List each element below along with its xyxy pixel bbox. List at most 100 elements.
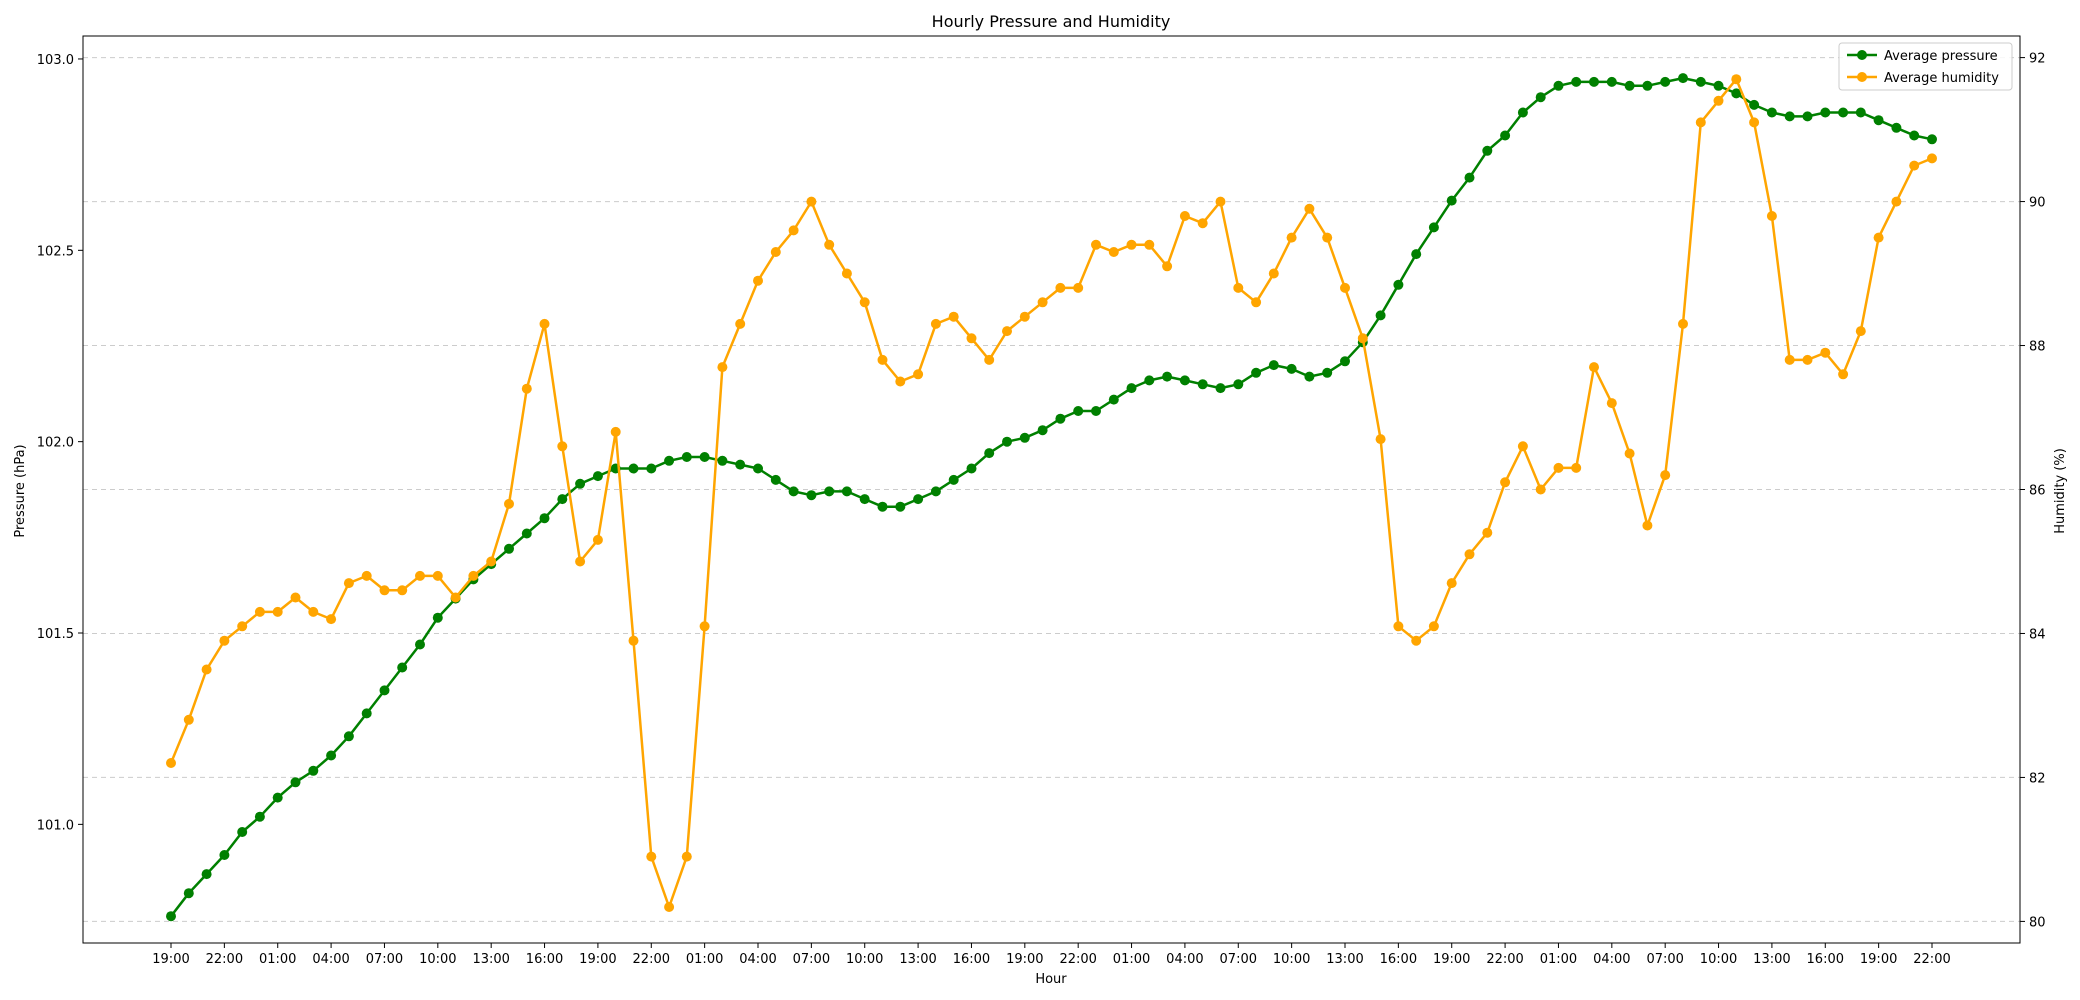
x-tick-label: 16:00 bbox=[526, 952, 563, 967]
data-point bbox=[1891, 122, 1902, 133]
data-point bbox=[1055, 282, 1066, 293]
data-point bbox=[735, 459, 746, 470]
data-point bbox=[895, 376, 906, 387]
x-tick-label: 01:00 bbox=[686, 952, 723, 967]
x-tick-label: 13:00 bbox=[1753, 952, 1790, 967]
data-point bbox=[877, 354, 888, 365]
data-point bbox=[1251, 297, 1262, 308]
data-point bbox=[432, 612, 443, 623]
y-tick-label: 103.0 bbox=[37, 53, 74, 68]
data-point bbox=[468, 570, 479, 581]
data-point bbox=[877, 501, 888, 512]
data-point bbox=[201, 664, 212, 675]
data-point bbox=[1233, 379, 1244, 390]
data-point bbox=[1500, 130, 1511, 141]
data-point bbox=[1873, 232, 1884, 243]
data-point bbox=[272, 792, 283, 803]
data-point bbox=[1411, 635, 1422, 646]
x-tick-label: 10:00 bbox=[1273, 952, 1310, 967]
data-point bbox=[1713, 95, 1724, 106]
data-point bbox=[1304, 203, 1315, 214]
legend-marker-humidity bbox=[1857, 72, 1867, 82]
data-point bbox=[1606, 398, 1617, 409]
data-point bbox=[1766, 107, 1777, 118]
x-tick-label: 19:00 bbox=[579, 952, 616, 967]
x-tick-label: 19:00 bbox=[1860, 952, 1897, 967]
series-pressure bbox=[166, 73, 1937, 922]
data-point bbox=[1802, 354, 1813, 365]
x-tick-label: 04:00 bbox=[312, 952, 349, 967]
y-tick-label: 101.5 bbox=[37, 627, 74, 642]
x-tick-label: 22:00 bbox=[1059, 952, 1096, 967]
data-point bbox=[1357, 333, 1368, 344]
x-tick-label: 22:00 bbox=[1913, 952, 1950, 967]
data-point bbox=[1624, 80, 1635, 91]
data-point bbox=[1642, 520, 1653, 531]
data-point bbox=[1517, 107, 1528, 118]
data-point bbox=[575, 556, 586, 567]
data-point bbox=[1553, 462, 1564, 473]
data-point bbox=[646, 851, 657, 862]
data-point bbox=[201, 869, 212, 880]
data-point bbox=[788, 225, 799, 236]
x-tick-label: 04:00 bbox=[1166, 952, 1203, 967]
data-point bbox=[379, 685, 390, 696]
data-point bbox=[1464, 549, 1475, 560]
data-point bbox=[753, 275, 763, 286]
data-point bbox=[1322, 232, 1333, 243]
data-point bbox=[1855, 326, 1866, 337]
data-point bbox=[539, 318, 550, 329]
data-point bbox=[237, 827, 248, 837]
data-point bbox=[628, 463, 639, 474]
x-tick-label: 07:00 bbox=[1646, 952, 1683, 967]
data-point bbox=[806, 490, 817, 501]
chart-title: Hourly Pressure and Humidity bbox=[932, 12, 1171, 31]
data-point bbox=[1660, 470, 1671, 481]
data-point bbox=[1286, 232, 1297, 243]
data-point bbox=[1820, 107, 1831, 118]
data-point bbox=[753, 463, 763, 474]
data-point bbox=[1340, 282, 1350, 293]
x-tick-label: 10:00 bbox=[1700, 952, 1737, 967]
x-tick-label: 16:00 bbox=[1807, 952, 1844, 967]
x-tick-label: 07:00 bbox=[1220, 952, 1257, 967]
data-point bbox=[859, 494, 870, 505]
data-point bbox=[183, 888, 194, 899]
data-point bbox=[415, 570, 425, 581]
data-point bbox=[1019, 311, 1030, 322]
x-axis-title: Hour bbox=[1035, 972, 1067, 987]
x-tick-label: 13:00 bbox=[899, 952, 936, 967]
data-point bbox=[1927, 134, 1937, 145]
data-point bbox=[1108, 394, 1119, 405]
data-point bbox=[219, 635, 230, 646]
data-point bbox=[1073, 282, 1084, 293]
data-point bbox=[1322, 367, 1333, 378]
data-point bbox=[1428, 222, 1439, 233]
data-point bbox=[699, 452, 710, 462]
data-point bbox=[326, 750, 337, 761]
data-point bbox=[1589, 362, 1599, 373]
data-point bbox=[254, 606, 265, 617]
data-point bbox=[1749, 117, 1760, 128]
data-point bbox=[966, 463, 977, 474]
data-point bbox=[841, 486, 852, 497]
data-point bbox=[1091, 239, 1101, 250]
data-point bbox=[1784, 354, 1795, 365]
data-point bbox=[1197, 218, 1208, 229]
data-point bbox=[219, 850, 230, 860]
data-point bbox=[930, 486, 941, 497]
data-point bbox=[1802, 111, 1813, 122]
data-point bbox=[1179, 375, 1190, 386]
x-tick-label: 19:00 bbox=[152, 952, 189, 967]
data-point bbox=[1482, 145, 1493, 156]
data-point bbox=[504, 543, 514, 554]
data-point bbox=[326, 614, 337, 625]
x-tick-label: 07:00 bbox=[793, 952, 830, 967]
data-point bbox=[1002, 436, 1012, 447]
data-point bbox=[610, 426, 621, 437]
x-tick-label: 01:00 bbox=[1113, 952, 1150, 967]
data-point bbox=[1233, 282, 1244, 293]
data-point bbox=[1073, 406, 1084, 416]
data-point bbox=[397, 585, 408, 596]
